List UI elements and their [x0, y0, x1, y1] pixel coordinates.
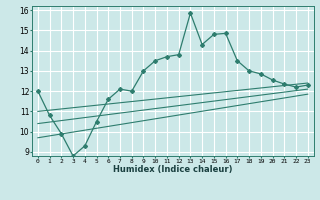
X-axis label: Humidex (Indice chaleur): Humidex (Indice chaleur) — [113, 165, 233, 174]
